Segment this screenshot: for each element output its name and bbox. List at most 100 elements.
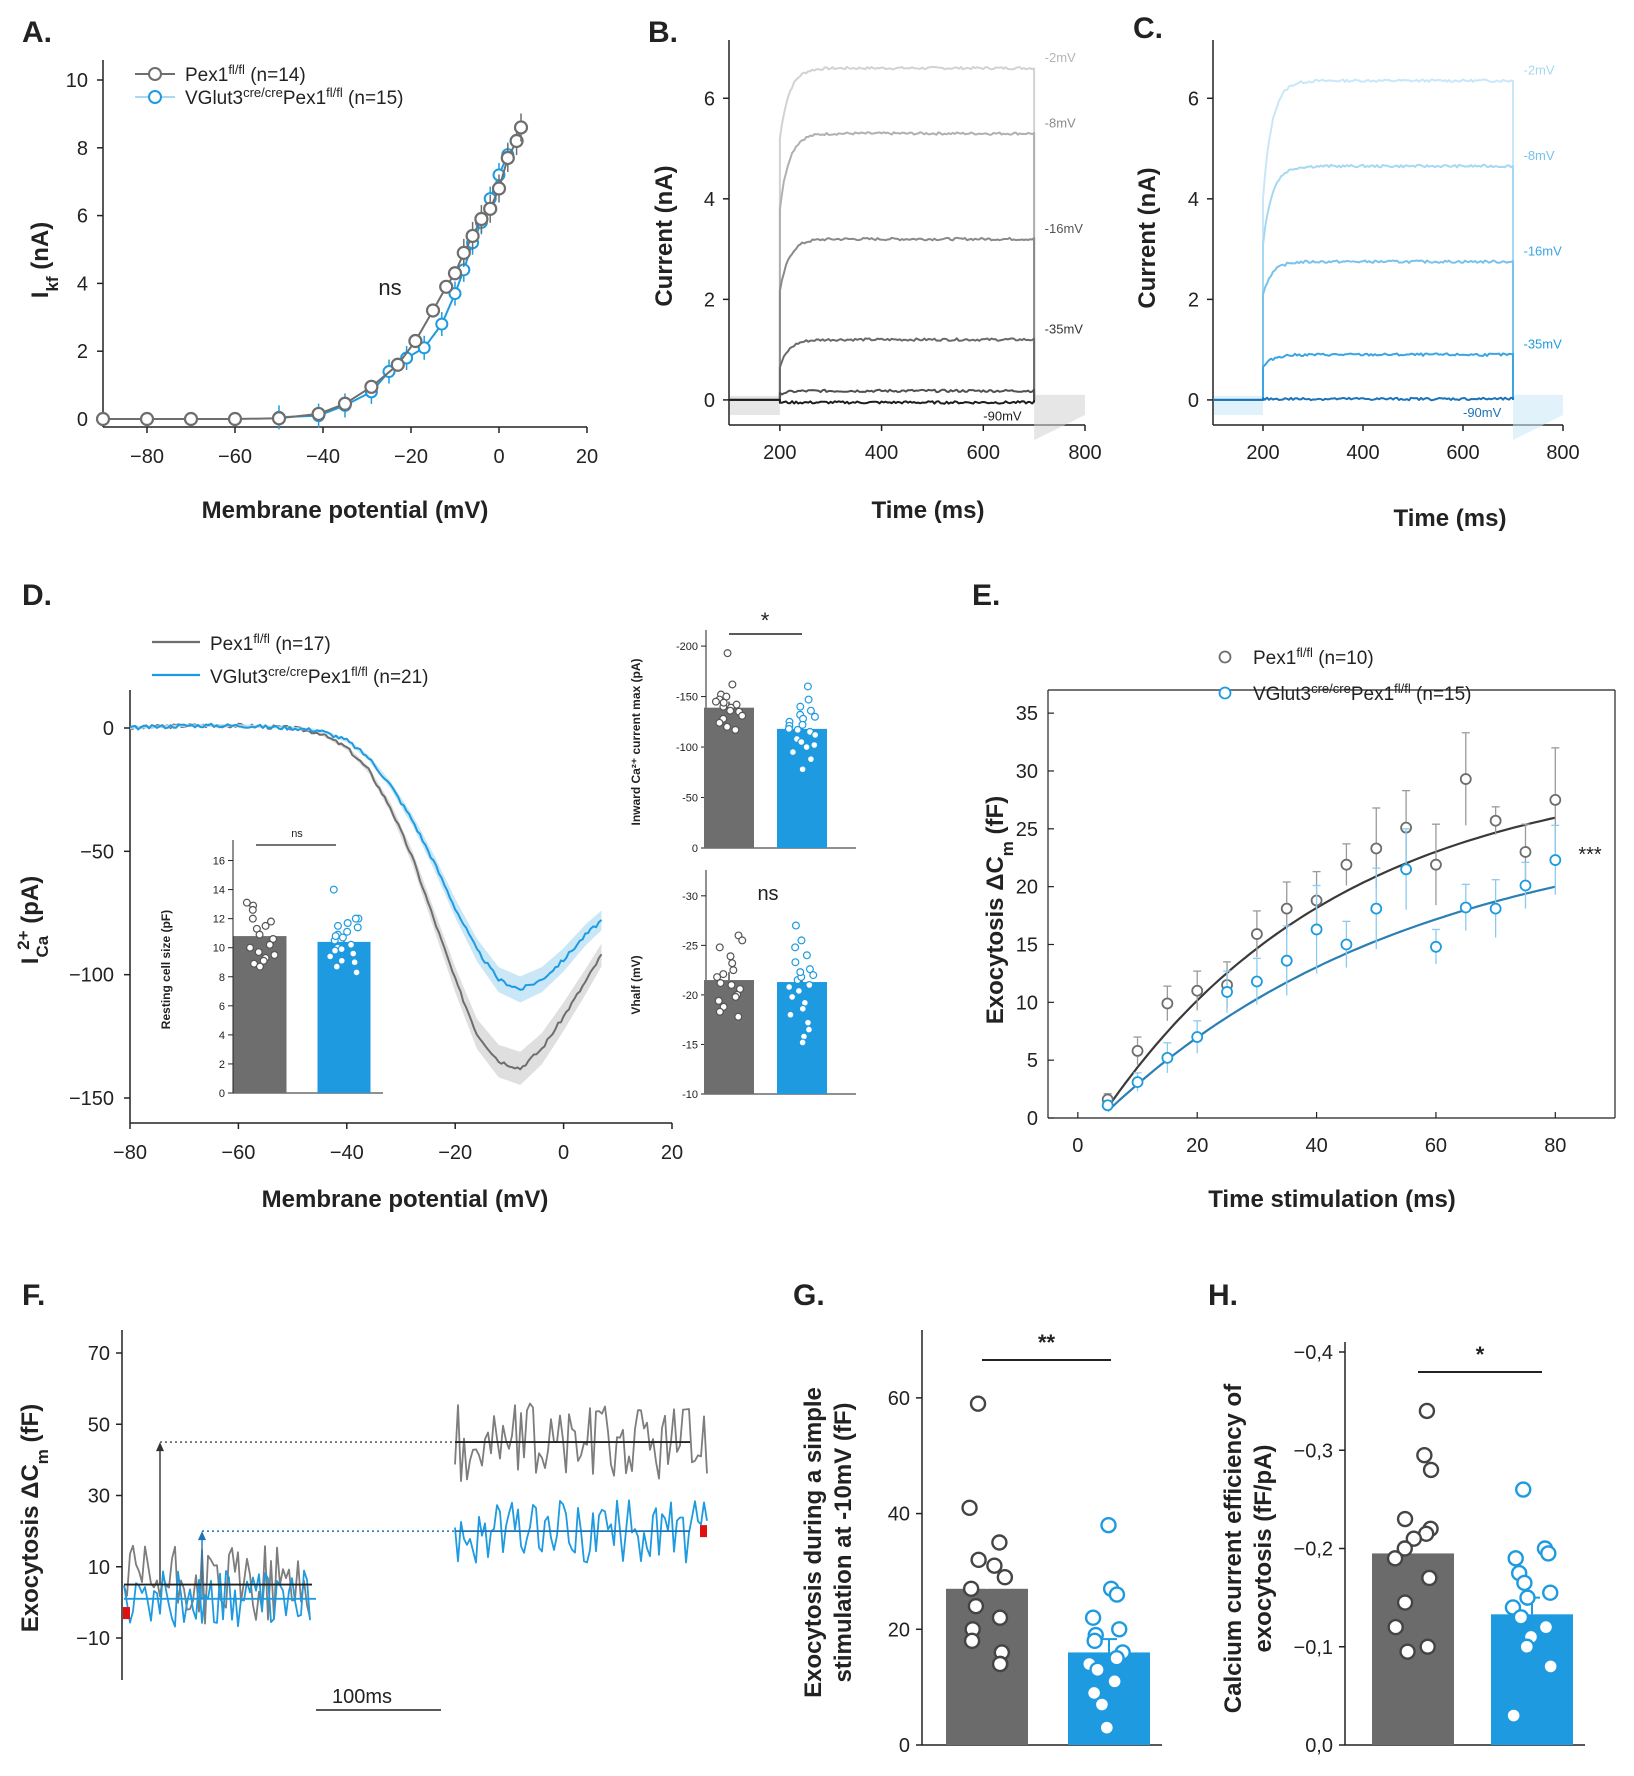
panel-letter-A: A. bbox=[22, 16, 52, 49]
data-point-pex1 bbox=[1519, 846, 1532, 858]
legend-label-pex1: Pex1fl/fl (n=14) bbox=[185, 62, 306, 87]
inset-data-point bbox=[811, 730, 820, 739]
trace-voltage-label: -16mV bbox=[1045, 221, 1084, 236]
legend-label-vglut3-sup: cre/cre bbox=[268, 664, 308, 679]
delta-arrowhead-pex1 bbox=[156, 1442, 164, 1452]
data-point-pex1 bbox=[456, 245, 471, 260]
sig-label: ns bbox=[291, 828, 303, 840]
y-tick-label: 0 bbox=[899, 1735, 910, 1757]
trace-voltage-label: -8mV bbox=[1045, 115, 1076, 130]
x-tick-label: 400 bbox=[865, 442, 898, 464]
legend-label-pex1: Pex1fl/fl (n=10) bbox=[1253, 645, 1374, 670]
panel-B: 200 400 600 800 0 2 4 6 -2mV -8mV -16mV -35mV -90mV T… bbox=[651, 40, 1102, 524]
inset-data-point bbox=[804, 695, 813, 704]
legend-label-vglut3: VGlut3cre/crePex1fl/fl (n=15) bbox=[185, 85, 404, 110]
y-tick-label: 60 bbox=[888, 1388, 910, 1410]
inset-y-tick-label: -20 bbox=[682, 990, 698, 1002]
inset-data-point bbox=[351, 914, 360, 923]
inset-data-point bbox=[728, 680, 737, 689]
trace-voltage-label: -2mV bbox=[1524, 63, 1555, 78]
panel-A: −80 −60 −40 −20 0 20 0 2 4 6 8 10 Membrane potential… bbox=[27, 60, 598, 524]
inset-y-tick-label: 4 bbox=[219, 1030, 225, 1042]
y-tick-label: 0 bbox=[77, 409, 88, 431]
inset-ca_max: 0 -50 -100 -150 -200 Inward Ca²⁺ current max … bbox=[629, 608, 856, 855]
legend-label-pex1-n: (n=10) bbox=[1313, 648, 1374, 669]
data-point-pex1 bbox=[1489, 814, 1502, 827]
legend-label-vglut3-sup2: fl/fl bbox=[326, 85, 343, 100]
data-point-vglut3 bbox=[1515, 1481, 1532, 1498]
x-axis-label: Time (ms) bbox=[872, 497, 985, 524]
legend-label-vglut3-sup2: fl/fl bbox=[1394, 681, 1411, 696]
x-tick-label: −20 bbox=[438, 1142, 472, 1164]
data-point-vglut3 bbox=[1542, 1584, 1559, 1601]
y-tick-label: 40 bbox=[888, 1504, 910, 1526]
data-point-vglut3 bbox=[1549, 854, 1562, 866]
data-point-vglut3 bbox=[1108, 1586, 1126, 1603]
inset-data-point bbox=[788, 748, 797, 757]
legend-label-pex1-name: Pex1 bbox=[185, 65, 228, 86]
data-point-pex1 bbox=[447, 266, 463, 281]
trace-voltage-label: -90mV bbox=[1463, 405, 1502, 420]
data-point-pex1 bbox=[962, 1580, 980, 1597]
data-point-vglut3 bbox=[1280, 954, 1293, 967]
data-point-pex1 bbox=[991, 1534, 1008, 1551]
data-point-vglut3 bbox=[417, 341, 431, 355]
inset-data-point bbox=[797, 936, 806, 945]
data-point-pex1 bbox=[1419, 1638, 1436, 1655]
inset-data-point bbox=[803, 1018, 812, 1027]
x-tick-label: −20 bbox=[394, 446, 428, 468]
data-point-pex1 bbox=[311, 406, 326, 422]
inset-y-tick-label: -10 bbox=[682, 1089, 698, 1101]
data-point-vglut3 bbox=[435, 317, 449, 331]
inset-data-point bbox=[352, 968, 361, 977]
inset-data-point bbox=[261, 921, 270, 930]
data-point-pex1 bbox=[1459, 773, 1472, 785]
y-tick-label: 2 bbox=[1188, 289, 1199, 311]
x-tick-label: −80 bbox=[113, 1142, 147, 1164]
inset-y-tick-label: 10 bbox=[213, 943, 225, 955]
y-tick-label: 0 bbox=[1027, 1108, 1038, 1130]
inset-data-point bbox=[788, 992, 797, 1001]
inset-y-label: Vhalf (mV) bbox=[629, 955, 643, 1014]
data-point-vglut3 bbox=[1519, 1589, 1536, 1606]
inset-data-point bbox=[791, 921, 800, 930]
data-point-pex1 bbox=[227, 411, 243, 427]
data-point-vglut3 bbox=[1537, 1618, 1555, 1636]
data-point-pex1 bbox=[1161, 997, 1174, 1010]
data-point-vglut3 bbox=[1084, 1609, 1102, 1626]
data-point-vglut3 bbox=[1108, 1650, 1125, 1667]
y-axis-label: ICa2+ (pA) bbox=[14, 876, 52, 964]
bar-vglut3 bbox=[777, 728, 827, 848]
inset-data-point bbox=[254, 948, 263, 957]
data-point-vglut3 bbox=[1512, 1609, 1530, 1626]
legend-marker-vglut3 bbox=[148, 90, 162, 104]
inset-data-point bbox=[734, 1012, 743, 1021]
current-trace bbox=[729, 65, 1036, 401]
inset-data-point bbox=[805, 965, 814, 974]
inset-y-tick-label: 0 bbox=[692, 843, 698, 855]
trace-voltage-label: -35mV bbox=[1045, 322, 1084, 337]
data-point-pex1 bbox=[271, 411, 287, 426]
data-point-vglut3 bbox=[1370, 902, 1383, 915]
data-point-pex1 bbox=[439, 279, 454, 294]
y-axis-label-sub: kf bbox=[43, 276, 62, 291]
legend-label-vglut3-name2: Pex1 bbox=[1351, 684, 1394, 705]
legend-label-pex1-sup: fl/fl bbox=[253, 631, 270, 646]
data-point-vglut3 bbox=[1221, 986, 1233, 998]
delta-arrowhead-vglut3 bbox=[198, 1531, 206, 1541]
data-point-pex1 bbox=[963, 1632, 981, 1650]
x-tick-label: 60 bbox=[1425, 1135, 1447, 1157]
data-point-pex1 bbox=[390, 357, 405, 372]
y-axis-label: Ikf (nA) bbox=[27, 222, 62, 298]
data-point-pex1 bbox=[1340, 858, 1353, 871]
data-point-pex1 bbox=[500, 150, 515, 166]
inset-data-point bbox=[338, 933, 347, 942]
data-point-vglut3 bbox=[1430, 940, 1442, 953]
inset-data-point bbox=[791, 943, 800, 952]
sig-label: ns bbox=[757, 883, 778, 905]
legend-label-vglut3-name2: Pex1 bbox=[308, 667, 351, 688]
baseline-noise-band bbox=[1214, 395, 1263, 415]
inset-data-point bbox=[331, 932, 340, 941]
data-point-pex1 bbox=[961, 1499, 978, 1516]
data-point-pex1 bbox=[337, 396, 353, 411]
